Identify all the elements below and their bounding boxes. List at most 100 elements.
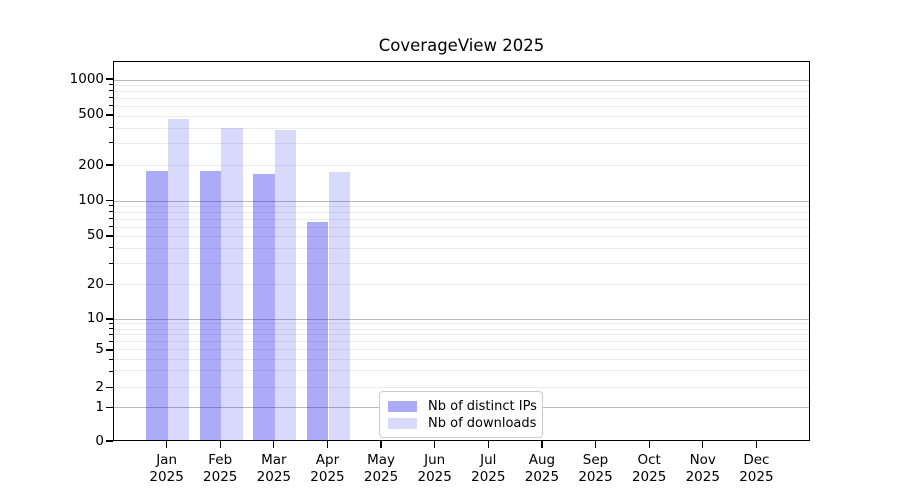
x-tick-month: Sep [582,452,609,468]
y-minor-tick-mark-60 [109,226,113,228]
y-minor-tick-mark-900 [109,83,113,85]
y-minor-tick-mark-3 [109,370,113,372]
x-tick-year: 2025 [417,469,452,485]
gridline-minor-600 [114,106,809,108]
y-minor-tick-mark-30 [109,262,113,264]
x-tick-month: Jan [156,452,178,468]
bar-apr-distinct-ips [307,221,329,440]
x-tick-mark-nov [702,441,704,448]
x-tick-mark-jul [487,441,489,448]
gridline-minor-400 [114,127,809,129]
gridline-minor-500 [114,115,809,117]
x-tick-mark-oct [648,441,650,448]
y-tick-label-20: 20 [86,276,104,293]
x-tick-mark-may [380,441,382,448]
gridline-minor-900 [114,85,809,87]
x-tick-label-may: May 2025 [349,452,413,486]
legend-swatch-downloads [388,418,417,429]
gridline-minor-6 [114,341,809,343]
y-tick-label-100: 100 [78,191,104,208]
bar-feb-downloads [221,127,243,440]
x-tick-mark-dec [755,441,758,448]
x-tick-label-nov: Nov 2025 [671,452,735,486]
gridline-minor-90 [114,205,809,207]
x-tick-month: Dec [743,452,770,468]
x-tick-mark-mar [273,441,275,448]
x-tick-month: Apr [315,452,340,468]
y-minor-tick-mark-800 [109,90,113,92]
x-tick-month: Jul [480,452,497,468]
gridline-minor-700 [114,98,809,100]
gridline-major-100 [114,200,809,202]
x-tick-mark-apr [326,441,329,448]
x-tick-label-oct: Oct 2025 [617,452,681,486]
gridline-minor-300 [114,143,809,145]
legend-entry-downloads: Nb of downloads [388,416,536,431]
x-tick-month: Oct [637,452,661,468]
gridline-minor-200 [114,165,809,167]
x-tick-year: 2025 [524,469,560,485]
y-minor-tick-mark-70 [109,218,113,220]
y-minor-tick-mark-7 [109,334,113,336]
x-tick-year: 2025 [256,469,292,485]
bar-mar-distinct-ips [253,174,275,440]
plot-area [113,61,810,441]
x-tick-year: 2025 [685,469,720,485]
y-tick-label-200: 200 [78,156,104,173]
gridline-major-10 [114,318,809,320]
bar-mar-downloads [274,129,297,440]
x-tick-label-jan: Jan 2025 [135,452,199,486]
y-minor-tick-mark-4 [109,358,113,360]
y-tick-mark-0 [106,440,113,442]
bar-feb-distinct-ips [199,171,222,440]
x-tick-mark-aug [541,441,543,448]
x-tick-month: Nov [689,452,716,468]
y-tick-mark-1 [106,407,113,409]
legend-label-distinct-ips: Nb of distinct IPs [428,399,537,414]
y-minor-tick-mark-2 [109,387,113,389]
y-minor-tick-mark-300 [109,142,113,144]
gridline-minor-80 [114,212,809,213]
x-tick-month: Jun [424,452,446,468]
y-minor-tick-mark-6 [109,341,113,343]
x-tick-year: 2025 [203,469,238,485]
gridline-minor-9 [114,323,809,325]
y-minor-tick-mark-200 [109,164,113,166]
y-minor-tick-mark-40 [109,247,113,249]
legend: Nb of distinct IPs Nb of downloads [379,391,543,438]
gridline-minor-2 [114,386,809,388]
x-tick-label-sep: Sep 2025 [564,452,628,486]
y-tick-label-1: 1 [95,399,104,416]
legend-entry-distinct-ips: Nb of distinct IPs [388,399,537,414]
y-minor-tick-mark-400 [109,126,113,128]
gridline-minor-20 [114,284,809,286]
x-tick-label-apr: Apr 2025 [295,452,359,486]
y-tick-label-50: 50 [86,227,104,244]
y-tick-label-500: 500 [78,106,104,123]
y-minor-tick-mark-500 [109,114,113,116]
gridline-minor-60 [114,226,809,228]
y-tick-mark-10 [106,318,113,320]
bar-jan-downloads [167,118,189,440]
x-tick-mark-jun [434,441,436,448]
y-minor-tick-mark-600 [109,105,113,107]
x-tick-mark-sep [594,441,597,448]
y-tick-label-0: 0 [95,432,104,449]
bar-jan-distinct-ips [146,170,168,440]
y-minor-tick-mark-20 [109,284,113,286]
y-minor-tick-mark-80 [109,211,113,213]
x-tick-year: 2025 [149,469,184,485]
y-minor-tick-mark-9 [109,323,113,325]
gridline-minor-4 [114,358,809,360]
gridline-minor-30 [114,262,809,264]
x-tick-year: 2025 [471,469,506,485]
x-tick-label-jul: Jul 2025 [456,452,520,486]
gridline-minor-3 [114,370,809,372]
gridline-minor-40 [114,247,809,249]
x-tick-year: 2025 [739,469,774,485]
x-tick-month: Feb [208,452,233,468]
gridline-minor-70 [114,218,809,220]
gridline-minor-50 [114,236,809,238]
y-tick-label-2: 2 [95,379,104,396]
x-tick-month: May [367,452,396,468]
